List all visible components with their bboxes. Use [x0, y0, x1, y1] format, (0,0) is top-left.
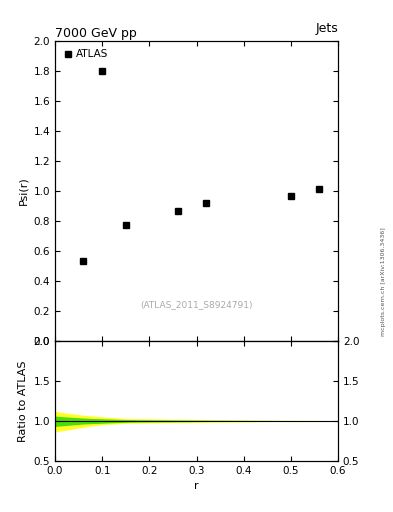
- X-axis label: r: r: [194, 481, 199, 491]
- ATLAS: [81, 258, 86, 264]
- Y-axis label: Psi(r): Psi(r): [18, 177, 28, 205]
- ATLAS: [175, 208, 180, 214]
- Line: ATLAS: ATLAS: [81, 68, 322, 263]
- ATLAS: [317, 186, 321, 193]
- Text: 7000 GeV pp: 7000 GeV pp: [55, 27, 137, 40]
- Text: Jets: Jets: [315, 22, 338, 35]
- ATLAS: [123, 222, 128, 228]
- ATLAS: [204, 200, 208, 206]
- Text: mcplots.cern.ch [arXiv:1306.3436]: mcplots.cern.ch [arXiv:1306.3436]: [381, 227, 386, 336]
- ATLAS: [288, 193, 293, 199]
- Legend: ATLAS: ATLAS: [60, 46, 111, 62]
- Y-axis label: Ratio to ATLAS: Ratio to ATLAS: [18, 360, 28, 441]
- Text: (ATLAS_2011_S8924791): (ATLAS_2011_S8924791): [140, 301, 253, 309]
- ATLAS: [100, 68, 105, 74]
